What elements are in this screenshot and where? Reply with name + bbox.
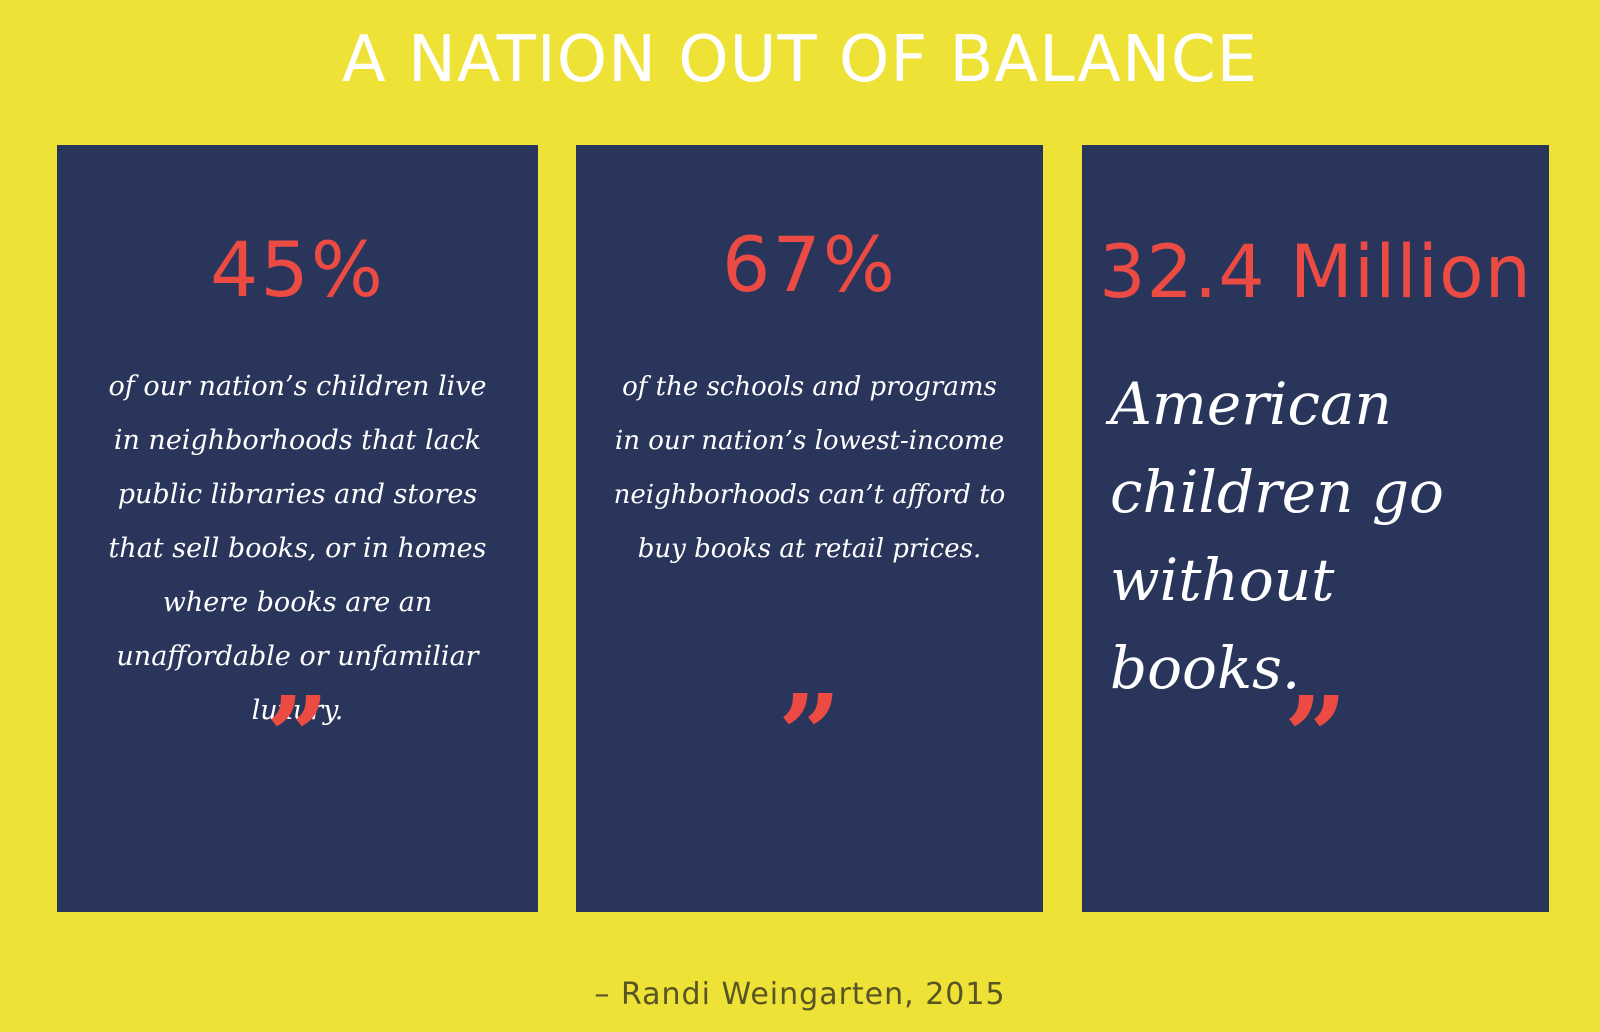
stat-value: 67% [722, 220, 897, 309]
closing-quote-icon: ” [777, 670, 842, 799]
stat-card-schools-cant-afford: 67% of the schools and programs in our n… [576, 145, 1043, 912]
stat-description: of our nation’s children live in neighbo… [108, 371, 487, 726]
quote-attribution: – Randi Weingarten, 2015 [594, 977, 1006, 1012]
stat-card-children-without-books: 45% of our nation’s children live in nei… [57, 145, 538, 912]
stat-value: 32.4 Million [1099, 230, 1532, 315]
closing-quote-icon: ” [1283, 672, 1348, 801]
stat-value: 45% [210, 225, 385, 314]
page-title: A NATION OUT OF BALANCE [341, 23, 1259, 97]
stat-card-american-children: 32.4 Million American children go withou… [1082, 145, 1549, 912]
stat-description: of the schools and programs in our natio… [613, 372, 1006, 564]
closing-quote-icon: ” [265, 672, 330, 801]
stat-description: American children go without books. [1110, 370, 1444, 702]
